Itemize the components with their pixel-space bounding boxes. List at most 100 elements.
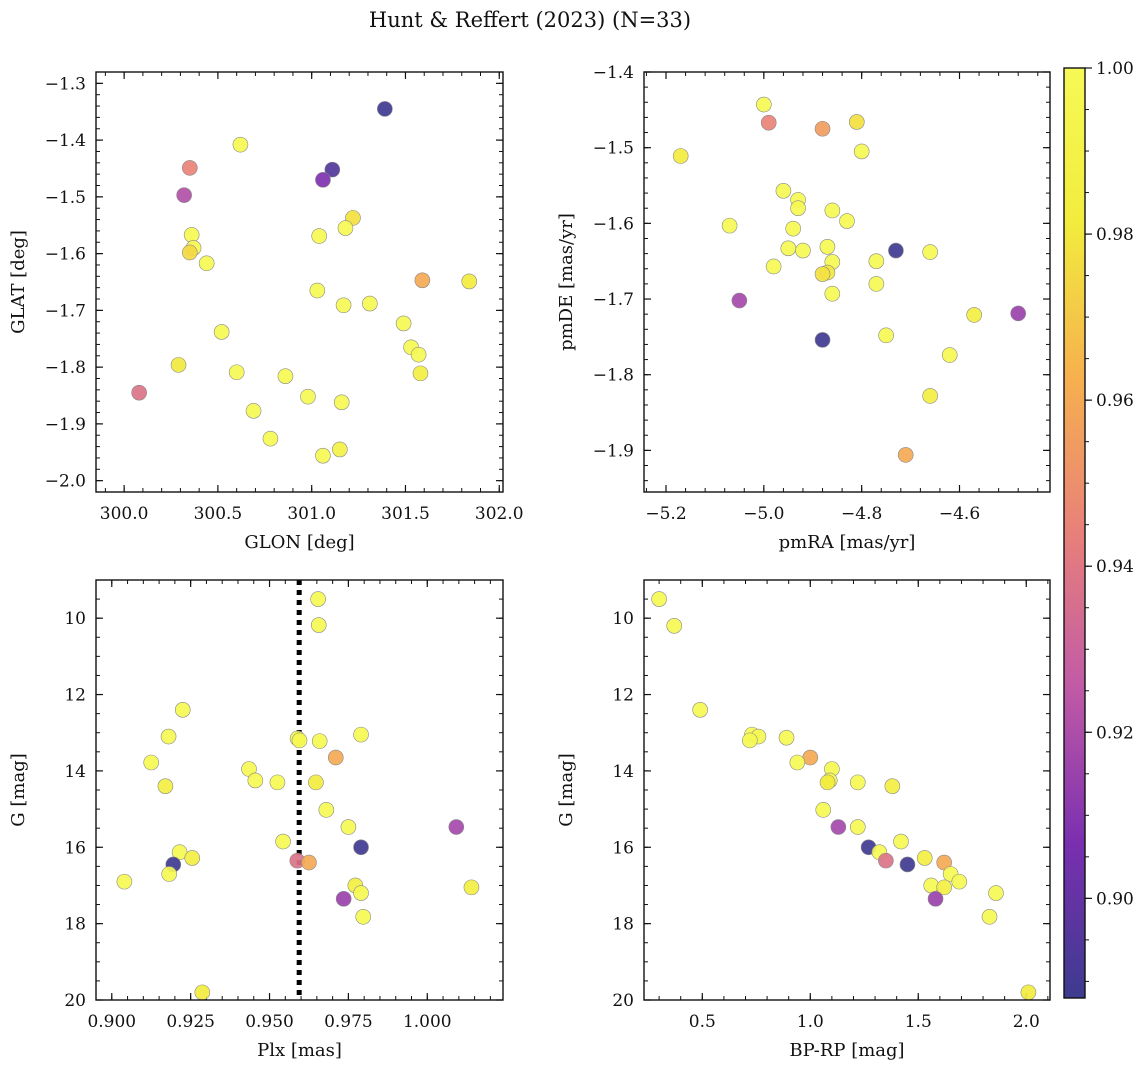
scatter-point [848, 114, 865, 130]
scatter-point [830, 819, 847, 835]
scatter-point [395, 315, 412, 332]
scatter-point [692, 702, 708, 718]
scatter-point [814, 332, 831, 348]
scatter-point [337, 220, 354, 236]
scatter-point [966, 307, 982, 323]
scatter-point [245, 403, 262, 419]
scatter-point [853, 143, 870, 160]
scatter-point [775, 183, 792, 199]
panel-bprp-g: 0.5 1.0 1.5 2.0 10 12 14 16 18 20 BP-RP [mag] G [… [556, 579, 1051, 1061]
scatter-point [318, 802, 335, 818]
scatter-point [789, 754, 806, 771]
y-tick-label: −1.7 [45, 301, 86, 321]
scatter-point [731, 292, 748, 309]
colorbar-tick-label: 0.96 [1096, 391, 1134, 411]
scatter-point [262, 430, 279, 447]
scatter-point [174, 702, 191, 718]
scatter-point [213, 324, 230, 340]
colorbar-tick-label: 0.92 [1096, 723, 1134, 743]
scatter-point [335, 297, 352, 314]
scatter-point [756, 96, 772, 113]
scatter-point [824, 202, 841, 219]
panel-plx-g-ylabel: G [mag] [8, 753, 29, 826]
colorbar-tick-label: 0.94 [1096, 557, 1134, 577]
scatter-point [277, 368, 294, 385]
y-tick-label: −2.0 [45, 472, 86, 492]
scatter-point [916, 850, 933, 866]
colorbar-ticks: 0.90 0.92 0.94 0.96 0.98 1.00 [1085, 59, 1134, 982]
scatter-point [353, 885, 369, 901]
scatter-point [814, 120, 831, 137]
scatter-point [308, 774, 324, 791]
scatter-point [362, 295, 378, 312]
y-tick-label: 12 [612, 686, 634, 706]
x-tick-label: 2.0 [1013, 1012, 1040, 1032]
scatter-point [923, 877, 940, 894]
panel-bprp-g-xlabel: BP-RP [mag] [789, 1040, 904, 1061]
panel-glon-glat-points [131, 101, 478, 464]
scatter-point [377, 101, 393, 117]
y-tick-label: −1.8 [45, 358, 86, 378]
y-tick-label: 20 [612, 991, 634, 1011]
scatter-point [878, 327, 894, 344]
scatter-point [198, 255, 215, 272]
scatter-point [332, 441, 348, 458]
figure-title: Hunt & Reffert (2023) (N=33) [369, 8, 691, 32]
scatter-point [1020, 984, 1037, 1001]
y-tick-label: 20 [64, 991, 86, 1011]
scatter-point [888, 242, 904, 259]
x-tick-label: −4.8 [841, 504, 882, 524]
y-tick-label: 18 [64, 915, 86, 935]
scatter-point [941, 347, 958, 363]
scatter-point [412, 365, 429, 382]
scatter-point [355, 908, 372, 925]
scatter-point [878, 852, 894, 869]
scatter-point [311, 228, 327, 244]
scatter-point [922, 388, 938, 404]
x-tick-label: 1.5 [905, 1012, 932, 1032]
panel-pmra-pmde-points [672, 96, 1027, 463]
scatter-point [161, 866, 177, 882]
panel-plx-g-points [116, 591, 480, 1001]
scatter-point [936, 879, 952, 896]
panel-plx-g-ticks: 0.900 0.925 0.950 0.975 1.000 10 12 14 16 18 20 [64, 579, 503, 1032]
scatter-point [849, 819, 866, 835]
scatter-point [131, 384, 147, 401]
x-tick-label: −5.0 [743, 504, 784, 524]
panel-plx-g-xlabel: Plx [mas] [257, 1040, 342, 1061]
panel-glon-glat-ticks: 300.0 300.5 301.0 301.5 302.0 −2.0 −1.9 −1.8 −1.… [45, 72, 524, 524]
scatter-point [232, 136, 249, 153]
scatter-point [927, 891, 944, 907]
scatter-point [176, 187, 192, 203]
scatter-point [899, 856, 916, 873]
scatter-point [228, 364, 245, 381]
panel-glon-glat-ylabel: GLAT [deg] [8, 230, 29, 334]
scatter-point [981, 908, 998, 925]
scatter-point [868, 253, 885, 269]
scatter-point [721, 217, 738, 234]
x-tick-label: 0.975 [324, 1012, 373, 1032]
colorbar-tick-label: 1.00 [1096, 59, 1134, 79]
scatter-point [463, 879, 480, 896]
x-tick-label: 0.5 [689, 1012, 716, 1032]
scatter-point [309, 282, 326, 299]
scatter-point [143, 754, 160, 771]
panel-bprp-g-ylabel: G [mag] [556, 753, 577, 826]
scatter-point [849, 774, 866, 791]
panel-plx-g-frame [95, 579, 504, 1001]
scatter-point [893, 833, 909, 850]
scatter-point [327, 749, 344, 766]
scatter-point [795, 242, 811, 259]
colorbar-tick-label: 0.90 [1096, 889, 1134, 909]
scatter-point [353, 726, 369, 743]
scatter-point [410, 346, 427, 363]
y-tick-label: −1.4 [45, 131, 86, 151]
x-tick-label: −4.6 [939, 504, 980, 524]
x-tick-label: 0.925 [166, 1012, 215, 1032]
y-tick-label: −1.4 [593, 63, 634, 83]
panel-glon-glat-xlabel: GLON [deg] [244, 532, 354, 553]
scatter-point [311, 733, 328, 749]
scatter-point [181, 160, 198, 176]
x-tick-label: 0.950 [245, 1012, 294, 1032]
